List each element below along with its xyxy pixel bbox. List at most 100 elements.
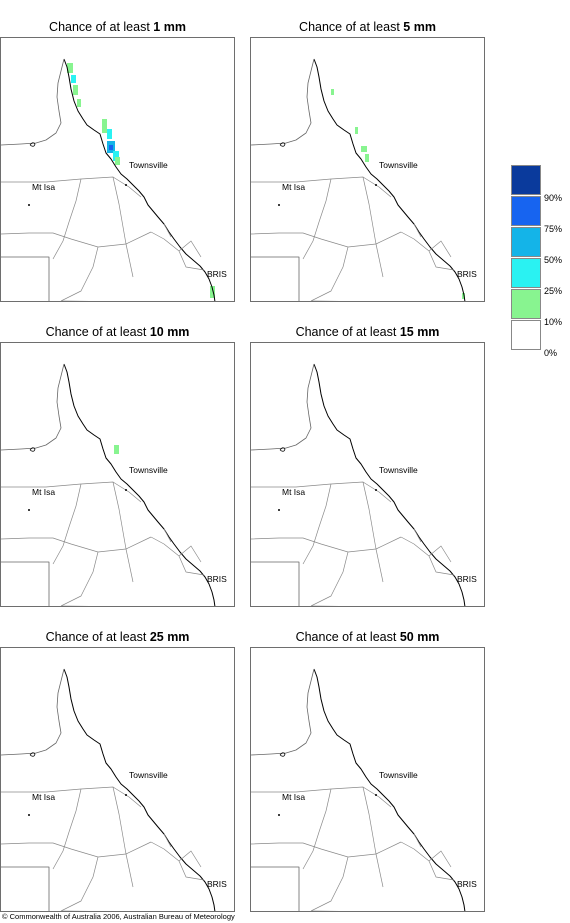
map-panel-1mm: Chance of at least 1 mm Townsville Mt Isa B… (0, 18, 235, 302)
district-boundary (163, 223, 172, 238)
townsville-label: Townsville (129, 770, 168, 780)
panel-title-25mm: Chance of at least 25 mm (0, 628, 235, 646)
district-boundary (60, 246, 99, 301)
gulf-coastline (1, 363, 65, 451)
island-outline (279, 142, 286, 147)
district-boundary (1, 786, 142, 808)
rain-probability-cell (71, 75, 76, 83)
district-boundary (428, 545, 452, 563)
map-panel-50mm: Chance of at least 50 mm Townsville Mt Isa… (250, 628, 485, 912)
copyright-notice: © Commonwealth of Australia 2006, Austra… (2, 912, 235, 921)
district-boundary (310, 551, 349, 606)
gulf-coastline (251, 363, 315, 451)
gulf-coastline (251, 58, 315, 146)
townsville-marker (125, 794, 127, 796)
legend-swatch-10-25 (511, 289, 541, 319)
mt-isa-marker (28, 814, 30, 816)
panel-title-amount: 50 mm (399, 630, 440, 644)
district-boundary (413, 833, 422, 848)
map-frame-15mm: Townsville Mt Isa BRIS (250, 342, 485, 607)
panel-title-amount: 15 mm (399, 325, 440, 339)
coastline (313, 58, 466, 301)
queensland-map (251, 668, 466, 911)
townsville-label: Townsville (379, 160, 418, 170)
rain-probability-cell (109, 145, 113, 150)
district-boundary (400, 841, 455, 881)
map-panel-15mm: Chance of at least 15 mm Townsville Mt Isa… (250, 323, 485, 607)
mt-isa-marker (28, 509, 30, 511)
legend-swatch-90-100 (511, 165, 541, 195)
brisbane-label: BRIS (207, 574, 227, 584)
district-boundary (428, 850, 452, 868)
rain-probability-cell (462, 293, 465, 299)
rain-probability-cell (73, 85, 78, 95)
district-boundary (1, 536, 152, 553)
legend-tick-10: 10% (544, 317, 563, 327)
panel-title-amount: 25 mm (149, 630, 190, 644)
district-boundary (310, 856, 349, 911)
district-boundary (251, 536, 402, 553)
inset-box (1, 866, 50, 911)
panel-title-amount: 1 mm (153, 20, 186, 34)
legend-tick-90: 90% (544, 193, 563, 203)
legend-tick-50: 50% (544, 255, 563, 265)
district-boundary (251, 231, 402, 248)
brisbane-label: BRIS (457, 269, 477, 279)
queensland-map (1, 58, 216, 301)
townsville-marker (375, 184, 377, 186)
rain-probability-cell (115, 157, 120, 165)
mt-isa-marker (28, 204, 30, 206)
district-boundary (178, 240, 202, 258)
probability-legend: 90% 75% 50% 25% 10% 0% (511, 165, 570, 360)
district-boundary (362, 176, 384, 278)
district-boundary (150, 841, 205, 881)
panel-title-prefix: Chance of at least (49, 20, 154, 34)
district-boundary (112, 786, 134, 888)
mt-isa-label: Mt Isa (282, 792, 306, 802)
panel-title-15mm: Chance of at least 15 mm (250, 323, 485, 341)
island-outline (29, 447, 36, 452)
panel-title-prefix: Chance of at least (45, 325, 150, 339)
district-boundary (1, 176, 142, 198)
coastline (313, 363, 466, 606)
panel-title-prefix: Chance of at least (295, 630, 400, 644)
coastline (63, 58, 216, 301)
legend-swatch-50-75 (511, 227, 541, 257)
rain-probability-cell (67, 63, 73, 73)
townsville-label: Townsville (129, 465, 168, 475)
rain-probability-cell (114, 445, 119, 454)
district-boundary (362, 786, 384, 888)
map-frame-1mm: Townsville Mt Isa BRIS (0, 37, 235, 302)
rain-probability-cell (102, 119, 107, 133)
map-frame-10mm: Townsville Mt Isa BRIS (0, 342, 235, 607)
district-boundary (413, 223, 422, 238)
queensland-map (1, 668, 216, 911)
legend-tick-75: 75% (544, 224, 563, 234)
district-boundary (362, 481, 384, 583)
panel-title-amount: 10 mm (149, 325, 190, 339)
district-boundary (310, 246, 349, 301)
district-boundary (178, 545, 202, 563)
legend-swatch-0-10 (511, 320, 541, 350)
mt-isa-label: Mt Isa (282, 182, 306, 192)
map-frame-25mm: Townsville Mt Isa BRIS (0, 647, 235, 912)
island-outline (279, 752, 286, 757)
district-boundary (1, 841, 152, 858)
inset-box (251, 256, 300, 301)
legend-tick-25: 25% (544, 286, 563, 296)
legend-swatch-75-90 (511, 196, 541, 226)
panel-title-5mm: Chance of at least 5 mm (250, 18, 485, 36)
island-outline (29, 142, 36, 147)
district-boundary (60, 856, 99, 911)
panel-title-10mm: Chance of at least 10 mm (0, 323, 235, 341)
map-panel-5mm: Chance of at least 5 mm Townsville Mt Isa B… (250, 18, 485, 302)
panel-title-amount: 5 mm (403, 20, 436, 34)
coastline (313, 668, 466, 911)
rain-probability-cell (107, 129, 112, 139)
queensland-map (1, 363, 216, 606)
district-boundary (163, 833, 172, 848)
panel-title-prefix: Chance of at least (299, 20, 404, 34)
island-outline (279, 447, 286, 452)
district-boundary (400, 536, 455, 576)
mt-isa-label: Mt Isa (32, 792, 56, 802)
